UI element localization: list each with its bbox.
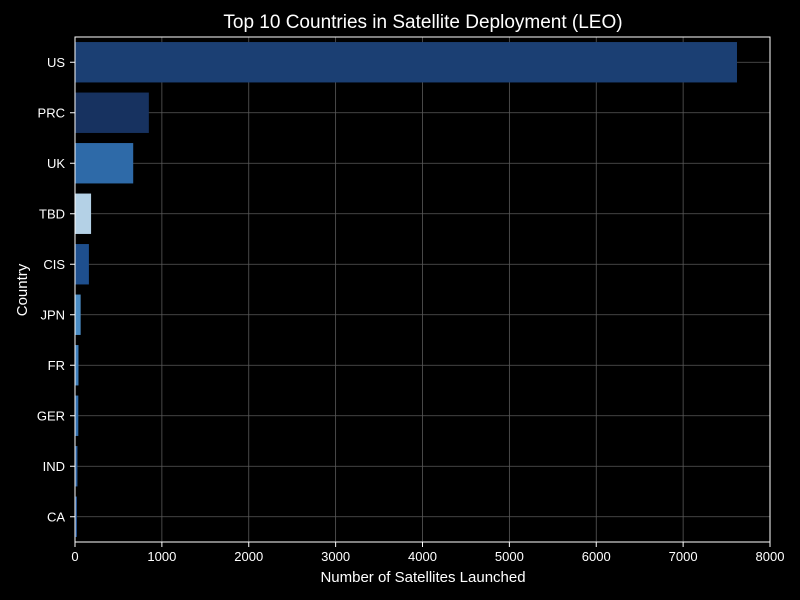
y-axis-title: Country [14,263,31,316]
y-tick-label: JPN [40,307,65,322]
y-tick-label: CA [47,509,65,524]
plot-frame [74,36,771,543]
x-tick-label: 2000 [234,549,263,564]
x-tick-label: 3000 [321,549,350,564]
bar-uk [75,143,134,184]
bar-ger [75,395,79,436]
bar-cis [75,244,89,285]
grid-layer [74,37,771,542]
bar-jpn [75,294,81,335]
y-tick-label: US [47,55,65,70]
x-tick-label: 4000 [408,549,437,564]
y-tick-label: IND [43,459,65,474]
bar-layer [75,42,737,537]
x-tick-label: 1000 [147,549,176,564]
y-tick-label: CIS [43,257,65,272]
x-axis-title: Number of Satellites Launched [320,569,525,586]
y-tick-label: PRC [38,105,65,120]
x-tick-label: 7000 [669,549,698,564]
x-tick-label: 0 [71,549,78,564]
x-tick-label: 8000 [756,549,785,564]
y-tick-label: GER [37,408,65,423]
y-tick-label: TBD [39,206,65,221]
bar-us [75,42,737,83]
chart-title: Top 10 Countries in Satellite Deployment… [223,12,622,33]
bar-prc [75,92,149,133]
y-tick-label: UK [47,156,65,171]
bar-tbd [75,193,92,234]
x-tick-label: 5000 [495,549,524,564]
bar-ca [75,496,77,537]
bar-fr [75,345,79,386]
bar-ind [75,446,78,487]
y-tick-label: FR [48,358,65,373]
x-tick-label: 6000 [582,549,611,564]
tick-layer: 0 1000 2000 3000 4000 5000 6000 7000 8000 US PRC UK… [37,55,785,564]
